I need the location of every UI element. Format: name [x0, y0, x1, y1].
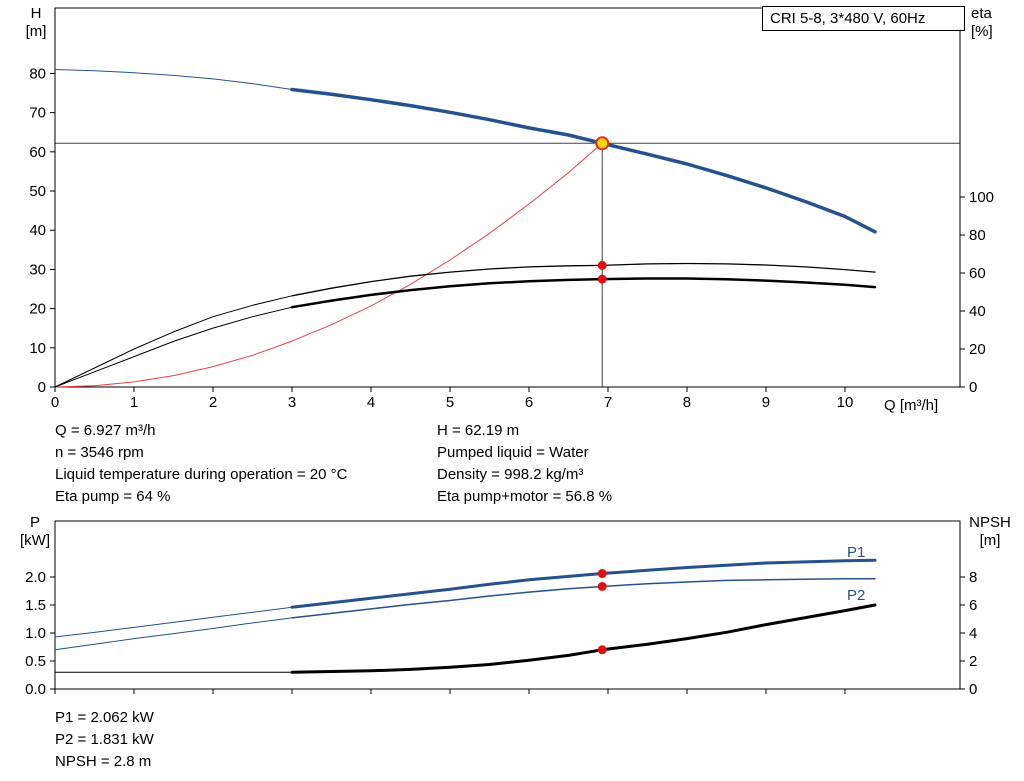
series-p2 — [291, 577, 876, 619]
y-left-tick-label: 40 — [29, 222, 46, 239]
series-eta-pump — [291, 262, 876, 297]
q-axis-label: Q [m³/h] — [884, 397, 939, 414]
pump-designation-box: CRI 5-8, 3*480 V, 60Hz — [762, 6, 965, 31]
x-tick-label: 1 — [130, 394, 138, 411]
series-p1 — [290, 558, 877, 609]
y-left-tick-label: 2.0 — [25, 569, 46, 586]
y-left-tick-label: 60 — [29, 144, 46, 161]
result-eta-pump: Eta pump = 64 % — [55, 488, 171, 505]
duty-dot-marker — [597, 274, 607, 284]
h-axis-label: H [m] — [20, 5, 52, 41]
result-speed: n = 3546 rpm — [55, 444, 144, 461]
series-eta-pump-motor — [290, 277, 877, 309]
result-p1: P1 = 2.062 kW — [55, 709, 154, 726]
p-axis-label: P [kW] — [16, 514, 54, 550]
series-head — [290, 87, 877, 234]
y-left-tick-label: 80 — [29, 65, 46, 82]
result-eta-pump-motor: Eta pump+motor = 56.8 % — [437, 488, 613, 505]
results-top-right: H = 62.19 m Pumped liquid = Water Densit… — [437, 420, 612, 508]
y-left-tick-label: 0.0 — [25, 681, 46, 698]
y-right-tick-label: 20 — [969, 341, 986, 358]
results-bottom: P1 = 2.062 kW P2 = 1.831 kW NPSH = 2.8 m — [55, 707, 154, 773]
duty-dot-marker — [597, 260, 607, 270]
x-tick-label: 8 — [683, 394, 691, 411]
npsh-axis-label-line2: [m] — [979, 532, 1001, 549]
curve-label-P2: P2 — [847, 587, 865, 604]
npsh-axis-label: NPSH [m] — [966, 514, 1014, 550]
series-p1-extension — [54, 606, 293, 638]
y-right-tick-label: 4 — [969, 625, 977, 642]
eta-axis-label-line2: [%] — [971, 23, 993, 40]
curve-label-P1: P1 — [847, 544, 865, 561]
h-axis-label-line1: H — [30, 5, 42, 22]
result-pumped-liquid: Pumped liquid = Water — [437, 444, 589, 461]
y-left-tick-label: 1.0 — [25, 625, 46, 642]
result-liquid-temperature: Liquid temperature during operation = 20… — [55, 466, 348, 483]
p-axis-label-line2: [kW] — [20, 532, 50, 549]
duty-dot-marker — [597, 569, 607, 579]
y-left-tick-label: 0 — [38, 379, 46, 396]
plot-frame — [54, 7, 961, 388]
y-right-tick-label: 2 — [969, 653, 977, 670]
duty-dot-marker — [597, 645, 607, 655]
series-p2-extension — [54, 617, 293, 651]
y-right-tick-label: 8 — [969, 569, 977, 586]
series-eta-pump-extension — [54, 295, 293, 388]
result-npsh: NPSH = 2.8 m — [55, 753, 152, 770]
p-axis-label-line1: P — [29, 514, 40, 531]
x-tick-label: 9 — [762, 394, 770, 411]
series-head-extension — [54, 69, 293, 90]
y-left-tick-label: 0.5 — [25, 653, 46, 670]
x-tick-label: 5 — [446, 394, 454, 411]
series-system-curve — [54, 142, 603, 388]
x-tick-label: 6 — [525, 394, 533, 411]
result-q: Q = 6.927 m³/h — [55, 422, 156, 439]
x-tick-label: 7 — [604, 394, 612, 411]
duty-point-marker — [595, 136, 610, 151]
series-npsh — [290, 603, 877, 674]
y-left-tick-label: 70 — [29, 105, 46, 122]
y-left-tick-label: 30 — [29, 261, 46, 278]
y-left-tick-label: 20 — [29, 301, 46, 318]
y-right-tick-label: 0 — [969, 379, 977, 396]
y-right-tick-label: 0 — [969, 681, 977, 698]
y-right-tick-label: 40 — [969, 303, 986, 320]
eta-axis-label: eta [%] — [971, 5, 1011, 41]
y-left-tick-label: 10 — [29, 340, 46, 357]
results-top-left: Q = 6.927 m³/h n = 3546 rpm Liquid tempe… — [55, 420, 347, 508]
y-right-tick-label: 80 — [969, 227, 986, 244]
y-left-tick-label: 1.5 — [25, 597, 46, 614]
result-p2: P2 = 1.831 kW — [55, 731, 154, 748]
duty-dot-marker — [597, 581, 607, 591]
eta-axis-label-line1: eta — [971, 5, 992, 22]
h-axis-label-line2: [m] — [25, 23, 47, 40]
result-head: H = 62.19 m — [437, 422, 520, 439]
x-tick-label: 4 — [367, 394, 375, 411]
x-tick-label: 3 — [288, 394, 296, 411]
result-density: Density = 998.2 kg/m³ — [437, 466, 584, 483]
x-tick-label: 2 — [209, 394, 217, 411]
x-tick-label: 10 — [837, 394, 854, 411]
npsh-axis-label-line1: NPSH — [969, 514, 1011, 531]
y-right-tick-label: 100 — [969, 189, 994, 206]
y-right-tick-label: 60 — [969, 265, 986, 282]
y-left-tick-label: 50 — [29, 183, 46, 200]
x-tick-label: 0 — [51, 394, 59, 411]
series-eta-pump-motor-extension — [54, 306, 293, 388]
y-right-tick-label: 6 — [969, 597, 977, 614]
